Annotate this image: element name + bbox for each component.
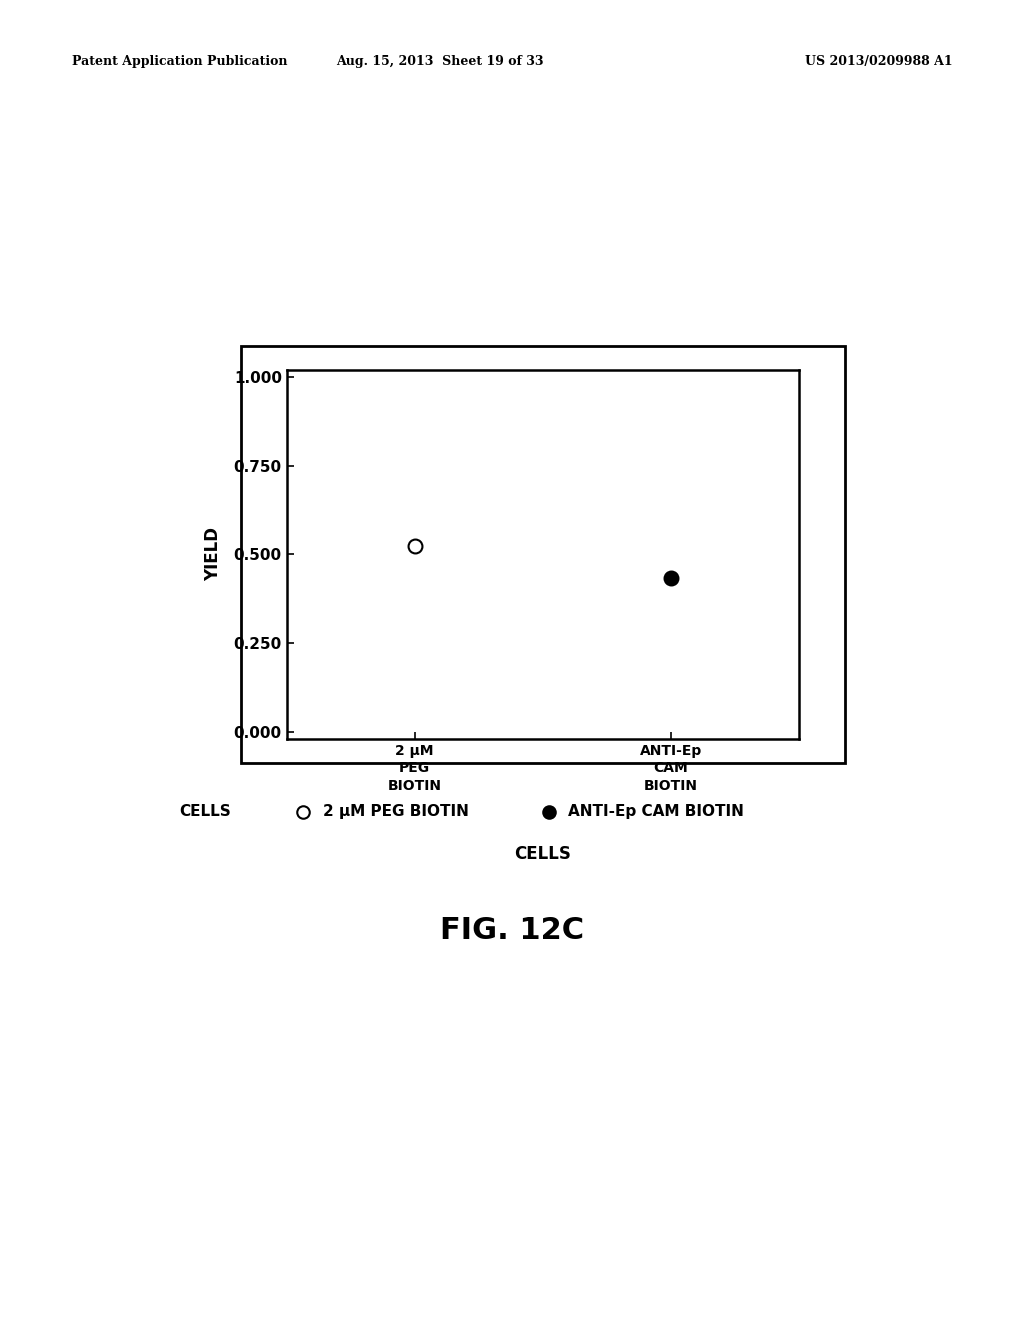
Text: Patent Application Publication: Patent Application Publication (72, 55, 287, 69)
Text: CELLS: CELLS (179, 804, 231, 820)
Text: US 2013/0209988 A1: US 2013/0209988 A1 (805, 55, 952, 69)
Text: 2 μM PEG BIOTIN: 2 μM PEG BIOTIN (323, 804, 468, 820)
Text: Aug. 15, 2013  Sheet 19 of 33: Aug. 15, 2013 Sheet 19 of 33 (337, 55, 544, 69)
X-axis label: CELLS: CELLS (514, 845, 571, 863)
Text: ANTI-Ep CAM BIOTIN: ANTI-Ep CAM BIOTIN (568, 804, 744, 820)
Y-axis label: YIELD: YIELD (205, 528, 222, 581)
Text: FIG. 12C: FIG. 12C (440, 916, 584, 945)
